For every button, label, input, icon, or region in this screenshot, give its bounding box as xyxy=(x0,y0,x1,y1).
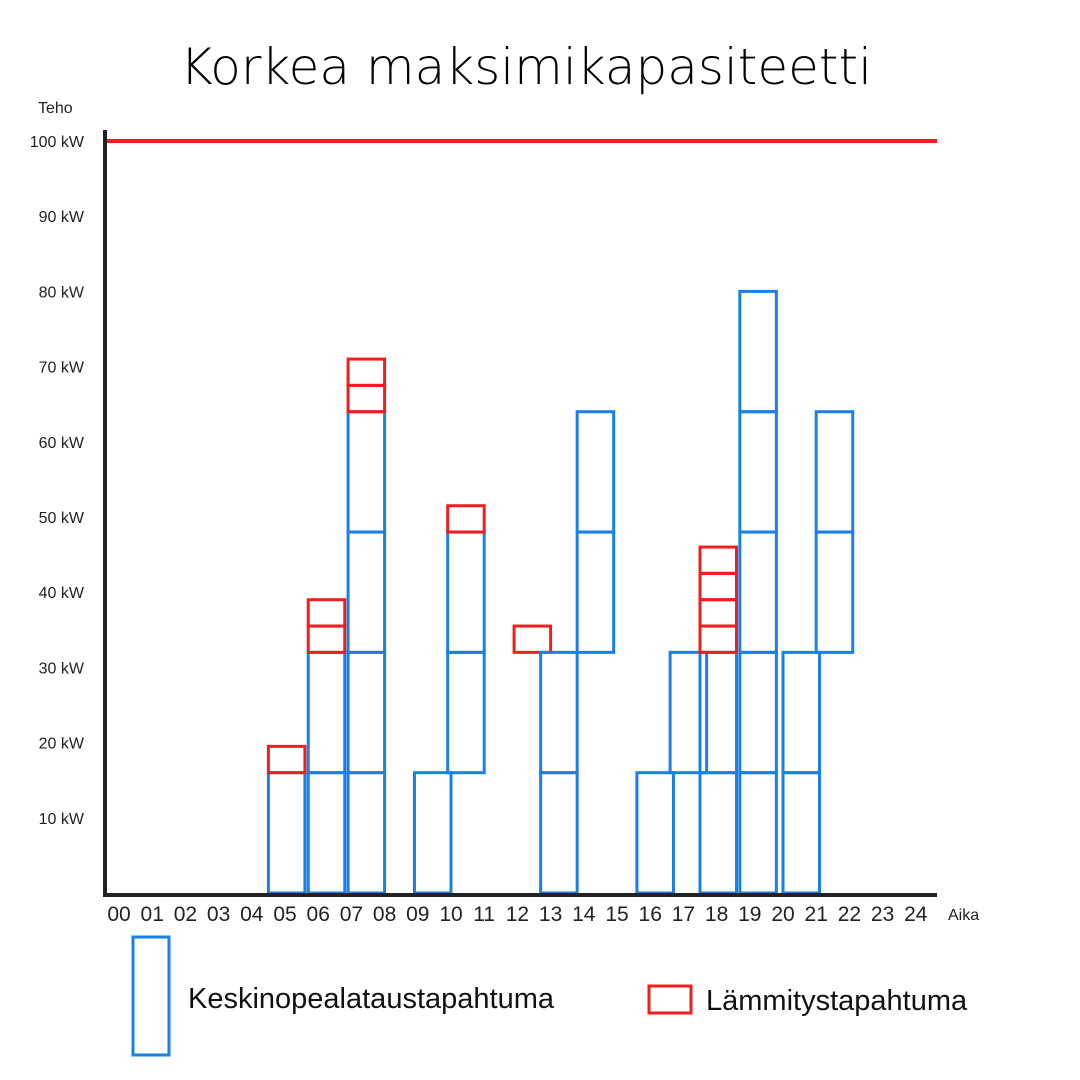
heating-event-block xyxy=(306,624,347,654)
charging-event-block xyxy=(781,650,822,775)
x-tick-label: 06 xyxy=(307,903,330,926)
x-tick-label: 02 xyxy=(174,903,197,926)
charging-event-block xyxy=(738,289,778,414)
charging-event-block xyxy=(575,530,616,654)
x-tick-label: 22 xyxy=(838,903,861,926)
heating-event-block xyxy=(698,545,739,575)
x-axis-label: Aika xyxy=(948,907,979,924)
x-tick-label: 07 xyxy=(340,903,363,926)
stacked-blocks xyxy=(266,289,855,895)
charging-event-block xyxy=(346,410,387,534)
charging-event-block xyxy=(575,410,616,534)
charging-event-block xyxy=(306,771,347,895)
x-tick-label: 18 xyxy=(705,903,728,926)
charging-event-block xyxy=(346,650,387,775)
y-tick-label: 30 kW xyxy=(39,660,85,677)
x-tick-label: 00 xyxy=(107,903,130,926)
y-axis-label: Teho xyxy=(38,100,73,117)
x-tick-label: 21 xyxy=(805,903,828,926)
legend-label-lammitystapahtuma: Lämmitystapahtuma xyxy=(706,985,968,1017)
y-tick-label: 80 kW xyxy=(39,284,85,301)
x-tick-label: 13 xyxy=(539,903,562,926)
chart-title: Korkea maksimikapasiteetti xyxy=(180,38,872,96)
x-tick-label: 11 xyxy=(473,903,495,926)
x-tick-label: 01 xyxy=(141,903,164,926)
x-tick-label: 10 xyxy=(439,903,462,926)
y-tick-label: 60 kW xyxy=(39,435,85,452)
charging-event-block xyxy=(738,410,778,534)
x-tick-label: 04 xyxy=(240,903,264,926)
x-tick-label: 23 xyxy=(871,903,894,926)
y-tick-label: 10 kW xyxy=(39,811,85,828)
x-tick-label: 17 xyxy=(672,903,695,926)
charging-event-block xyxy=(346,530,387,654)
x-tick-label: 16 xyxy=(639,903,662,926)
x-tick-label: 08 xyxy=(373,903,396,926)
charging-event-block xyxy=(266,771,307,895)
x-tick-label: 20 xyxy=(771,903,794,926)
charging-event-block xyxy=(635,771,675,895)
x-tick-label: 05 xyxy=(273,903,296,926)
charging-event-block xyxy=(539,771,579,895)
charging-event-block xyxy=(738,650,778,775)
charging-event-block xyxy=(738,771,778,895)
x-tick-label: 24 xyxy=(904,903,928,926)
y-tick-label: 100 kW xyxy=(30,134,85,151)
heating-event-block xyxy=(266,744,307,775)
legend-swatch-lammitystapahtuma xyxy=(647,984,693,1015)
x-tick-label: 09 xyxy=(406,903,429,926)
charging-event-block xyxy=(539,650,579,775)
charging-event-block xyxy=(781,771,822,895)
y-tick-label: 40 kW xyxy=(39,585,85,602)
charging-event-block xyxy=(346,771,387,895)
heating-event-block xyxy=(306,598,347,628)
x-tick-label: 12 xyxy=(506,903,529,926)
legend-label-keskinopealataustapahtuma: Keskinopealataustapahtuma xyxy=(188,983,555,1015)
legend: Keskinopealataustapahtuma Lämmitystapaht… xyxy=(131,935,968,1057)
heating-event-block xyxy=(446,504,486,534)
heating-event-block xyxy=(512,624,553,654)
heating-event-block xyxy=(346,383,387,414)
y-tick-label: 50 kW xyxy=(39,510,85,527)
legend-swatch-keskinopealataustapahtuma xyxy=(131,935,171,1057)
x-tick-label: 19 xyxy=(738,903,761,926)
charging-event-block xyxy=(814,410,855,534)
heating-event-block xyxy=(698,571,739,602)
x-tick-label: 14 xyxy=(572,903,596,926)
heating-event-block xyxy=(698,598,739,628)
charging-event-block xyxy=(814,530,855,654)
heating-event-block xyxy=(698,624,739,654)
charging-event-block xyxy=(306,650,347,775)
y-tick-label: 70 kW xyxy=(39,360,85,377)
charging-event-block xyxy=(446,530,486,654)
heating-event-block xyxy=(346,357,387,387)
charging-event-block xyxy=(738,530,778,654)
y-tick-label: 90 kW xyxy=(39,209,85,226)
x-tick-labels: 00 01 02 03 04 05 06 07 08 09 10 11 12 13 14 15 16 17 18 19… xyxy=(107,903,927,926)
y-tick-label: 20 kW xyxy=(39,736,85,753)
charging-event-block xyxy=(412,771,453,895)
y-tick-labels: 10 kW 20 kW 30 kW 40 kW 50 kW 60 kW 70 kW 80 kW… xyxy=(30,134,85,828)
charging-event-block xyxy=(668,650,709,775)
x-tick-label: 15 xyxy=(605,903,628,926)
charging-event-block xyxy=(446,650,486,775)
x-tick-label: 03 xyxy=(207,903,230,926)
charging-event-block xyxy=(698,771,739,895)
